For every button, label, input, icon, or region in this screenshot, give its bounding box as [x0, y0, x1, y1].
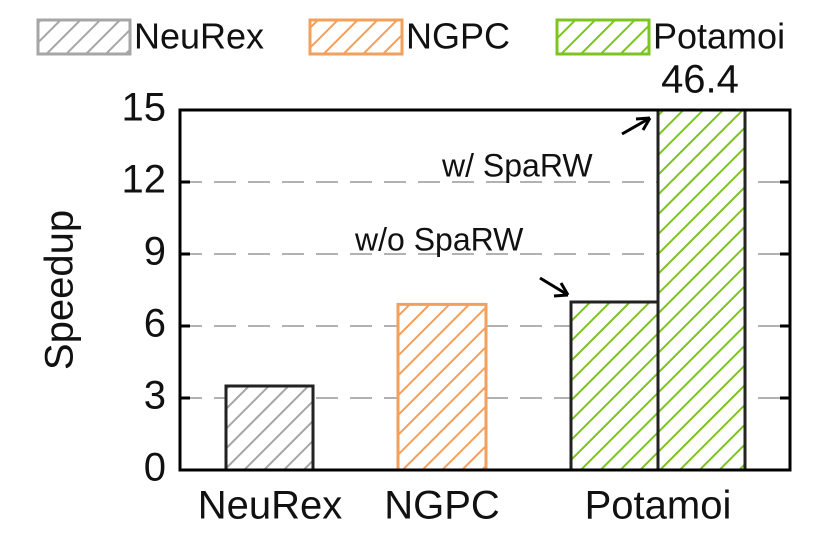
annotation-arrowhead: [553, 282, 570, 298]
x-tick-label: NeuRex: [198, 484, 343, 528]
x-tick-label: NGPC: [384, 484, 500, 528]
plot-frame: [178, 108, 792, 472]
annotation: w/o SpaRW: [354, 221, 524, 257]
value-label: 46.4: [661, 58, 739, 102]
annotation-arrow: [539, 276, 569, 297]
legend-swatch: [308, 18, 404, 56]
bar: [656, 110, 747, 470]
annotation: w/ SpaRW: [441, 147, 593, 183]
y-axis-label: Speedup: [38, 210, 82, 370]
plot-area: [224, 110, 747, 470]
legend-swatch: [555, 18, 651, 56]
annotation-arrow: [621, 116, 651, 136]
bar: [224, 384, 315, 470]
bar: [569, 300, 660, 470]
legend-label: Potamoi: [653, 16, 785, 57]
annotation-arrowhead: [635, 116, 652, 131]
legend-swatch: [36, 18, 132, 56]
y-tick-label: 12: [122, 158, 167, 202]
y-tick-label: 6: [144, 302, 166, 346]
bar: [396, 302, 488, 470]
y-tick-label: 15: [122, 86, 167, 130]
y-tick-label: 0: [144, 446, 166, 490]
x-tick-label: Potamoi: [585, 484, 732, 528]
y-tick-label: 3: [144, 374, 166, 418]
y-tick-label: 9: [144, 230, 166, 274]
legend-label: NGPC: [406, 16, 510, 57]
legend-label: NeuRex: [134, 16, 264, 57]
